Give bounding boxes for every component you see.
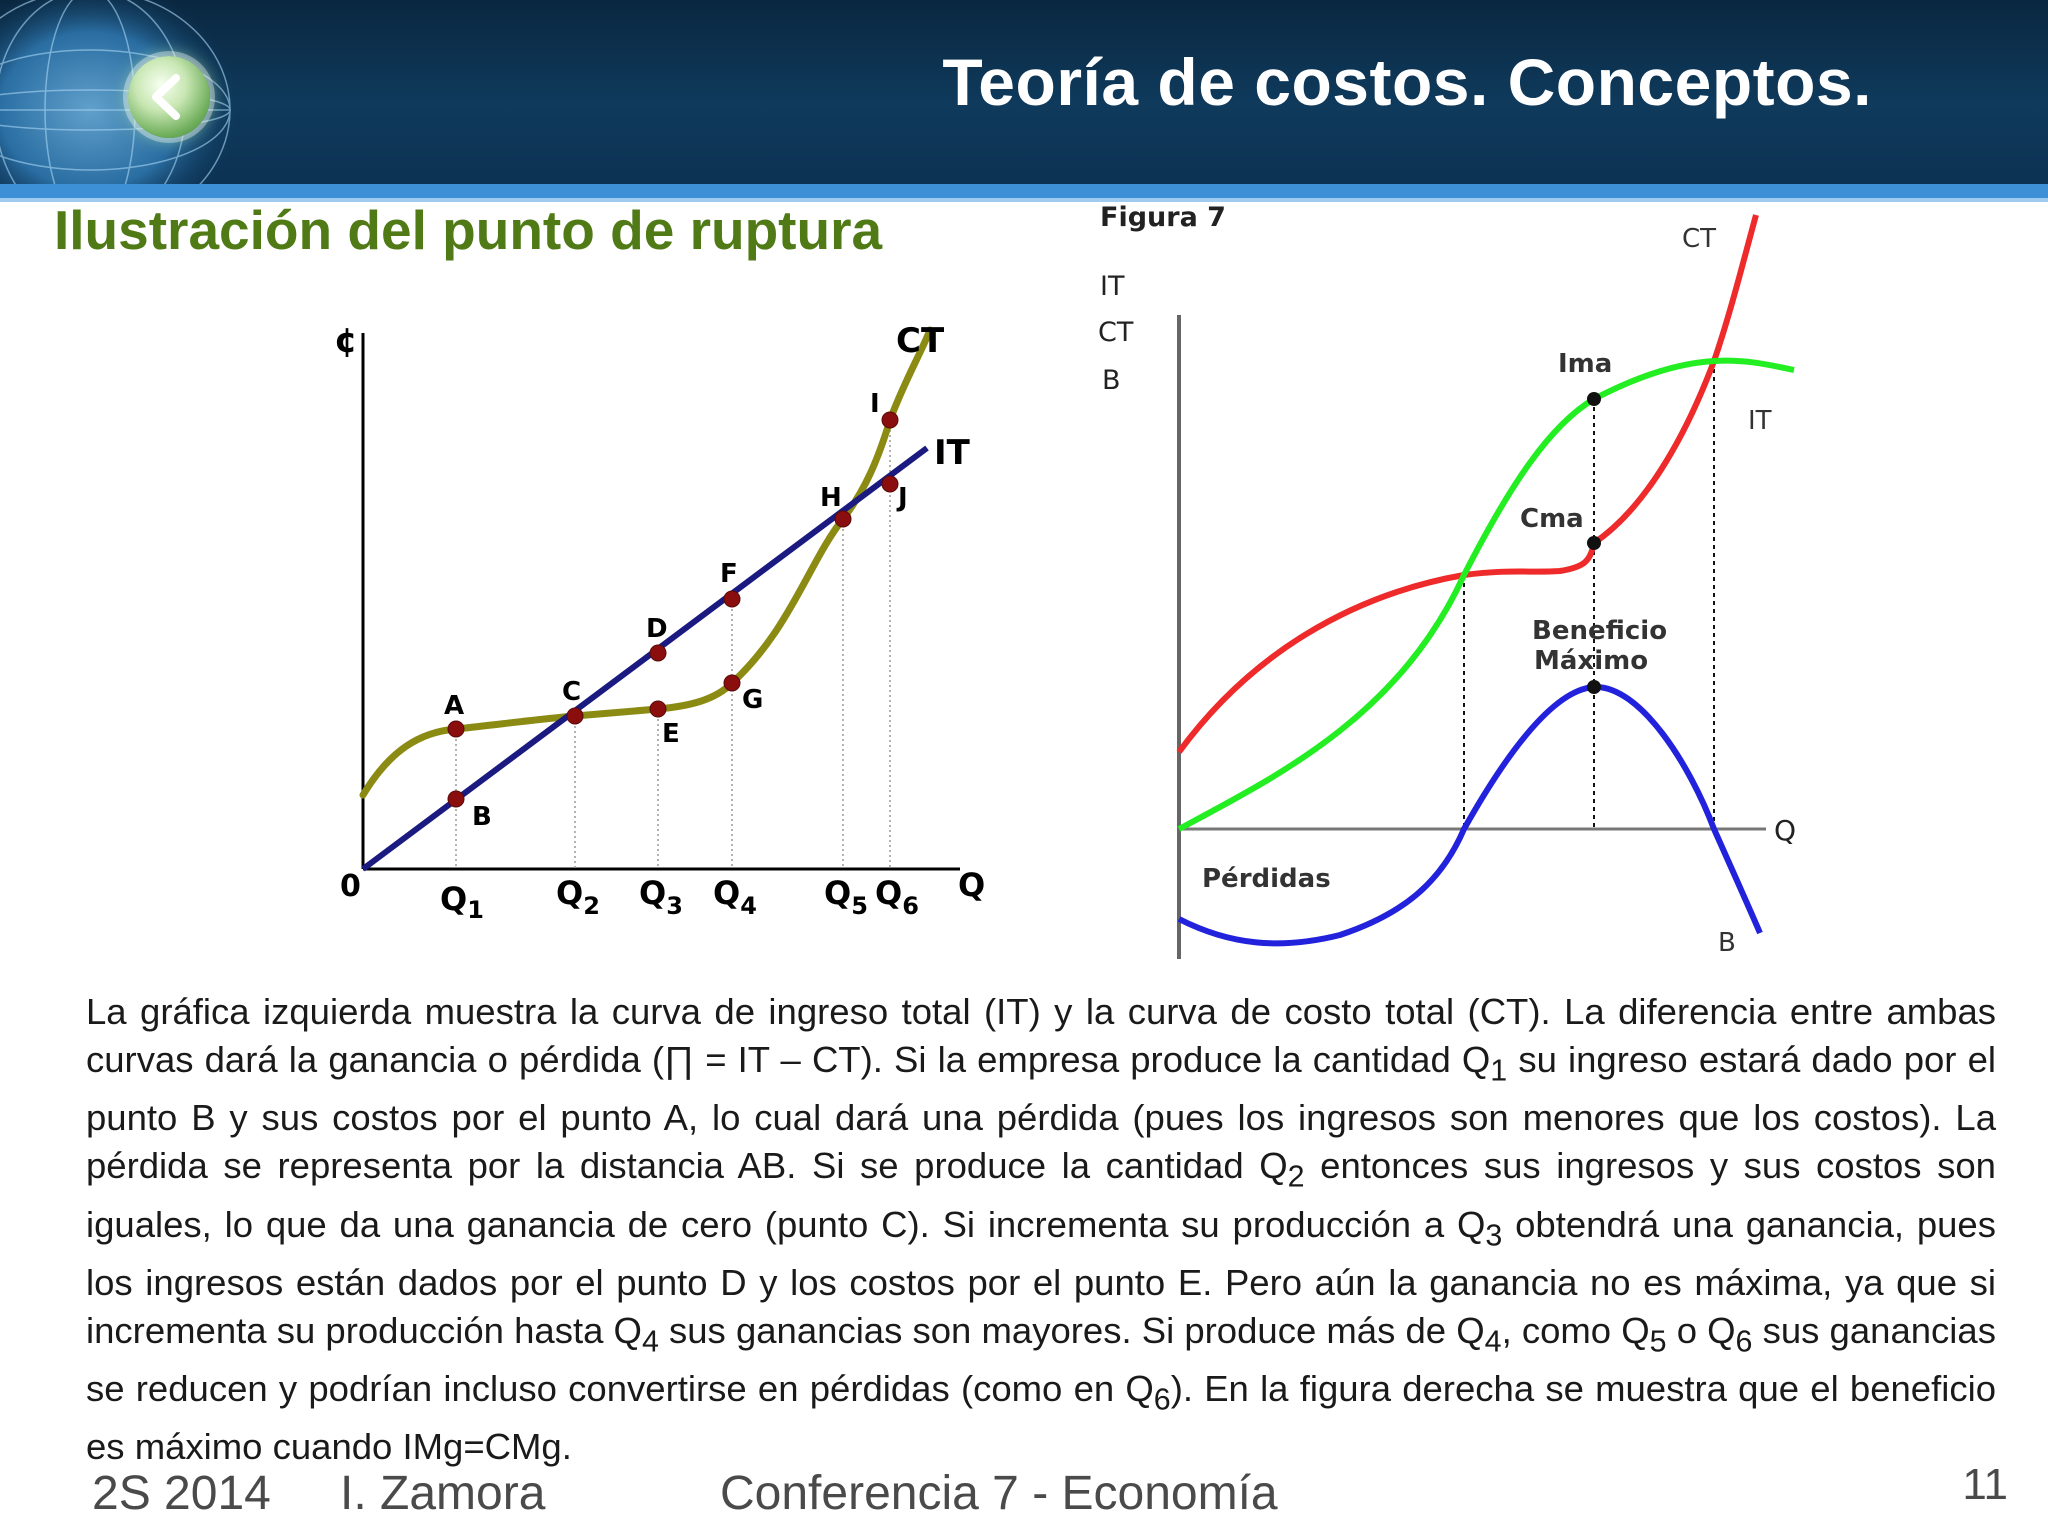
label-point-a: A [444,691,464,721]
slide-title: Teoría de costos. Conceptos. [942,45,1872,119]
label-point-e: E [662,719,680,749]
point-i [881,411,899,429]
tick-q1: Q1 [440,880,484,924]
footer-course: Conferencia 7 - Economía [720,1467,1278,1520]
tick-q5: Q5 [824,874,868,920]
label-ct-curve: CT [1682,224,1716,254]
point-d [649,644,667,662]
label-b-curve: B [1718,928,1736,958]
label-cma: Cma [1520,504,1584,534]
label-point-j: J [896,483,908,513]
footer-term: 2S 2014 [92,1467,271,1520]
profit-max-chart-right: Figura 7 IT CT B Q CT IT B Ima Cma Benef… [1098,202,1796,959]
ct-curve [1176,214,1759,754]
label-point-h: H [820,483,842,513]
label-perdidas: Pérdidas [1202,864,1331,894]
point-f [723,590,741,608]
point-max-profit [1587,680,1601,694]
label-point-b: B [472,802,492,832]
footer-author: I. Zamora [340,1467,546,1520]
point-a [447,720,465,738]
slide-header: Teoría de costos. Conceptos. [0,0,2048,190]
x-axis-label: Q [1774,814,1796,847]
break-even-chart-left: ¢ 0 Q A B C D E F G H I J CT IT [334,321,985,924]
y-label-ct: CT [1098,317,1134,348]
ct-curve [359,326,934,799]
point-g [723,674,741,692]
chevron-left-icon [152,74,180,120]
label-it-line: IT [934,433,971,473]
b-curve [1177,683,1763,947]
label-ct-curve: CT [896,321,945,361]
label-beneficio: Beneficio [1532,616,1667,646]
it-curve [1177,357,1795,832]
label-point-g: G [742,685,763,715]
tick-q2: Q2 [556,874,600,920]
point-ima [1587,392,1601,406]
label-point-d: D [646,614,668,644]
label-point-i: I [870,389,880,419]
point-e [649,700,667,718]
point-h [834,510,852,528]
figure-title: Figura 7 [1100,202,1226,233]
point-b [447,790,465,808]
tick-q3: Q3 [639,874,683,920]
origin-label: 0 [340,869,361,904]
page-number: 11 [1962,1460,2008,1509]
point-cma [1587,536,1601,550]
y-axis-label: ¢ [334,321,358,361]
explanation-paragraph: La gráfica izquierda muestra la curva de… [86,991,1996,1468]
y-label-it: IT [1100,271,1125,302]
header-divider [0,184,2048,198]
tick-q6: Q6 [875,874,919,920]
label-it-curve: IT [1748,406,1772,436]
x-axis-label: Q [958,866,985,904]
y-label-b: B [1102,365,1121,396]
header-divider-light [0,198,2048,202]
point-j [881,475,899,493]
back-button[interactable] [128,56,210,138]
label-point-f: F [720,559,738,589]
label-maximo: Máximo [1534,646,1648,676]
tick-q4: Q4 [713,874,757,920]
section-heading: Ilustración del punto de ruptura [54,199,883,261]
point-c [566,707,584,725]
label-point-c: C [562,677,581,707]
label-ima: Ima [1558,349,1612,379]
